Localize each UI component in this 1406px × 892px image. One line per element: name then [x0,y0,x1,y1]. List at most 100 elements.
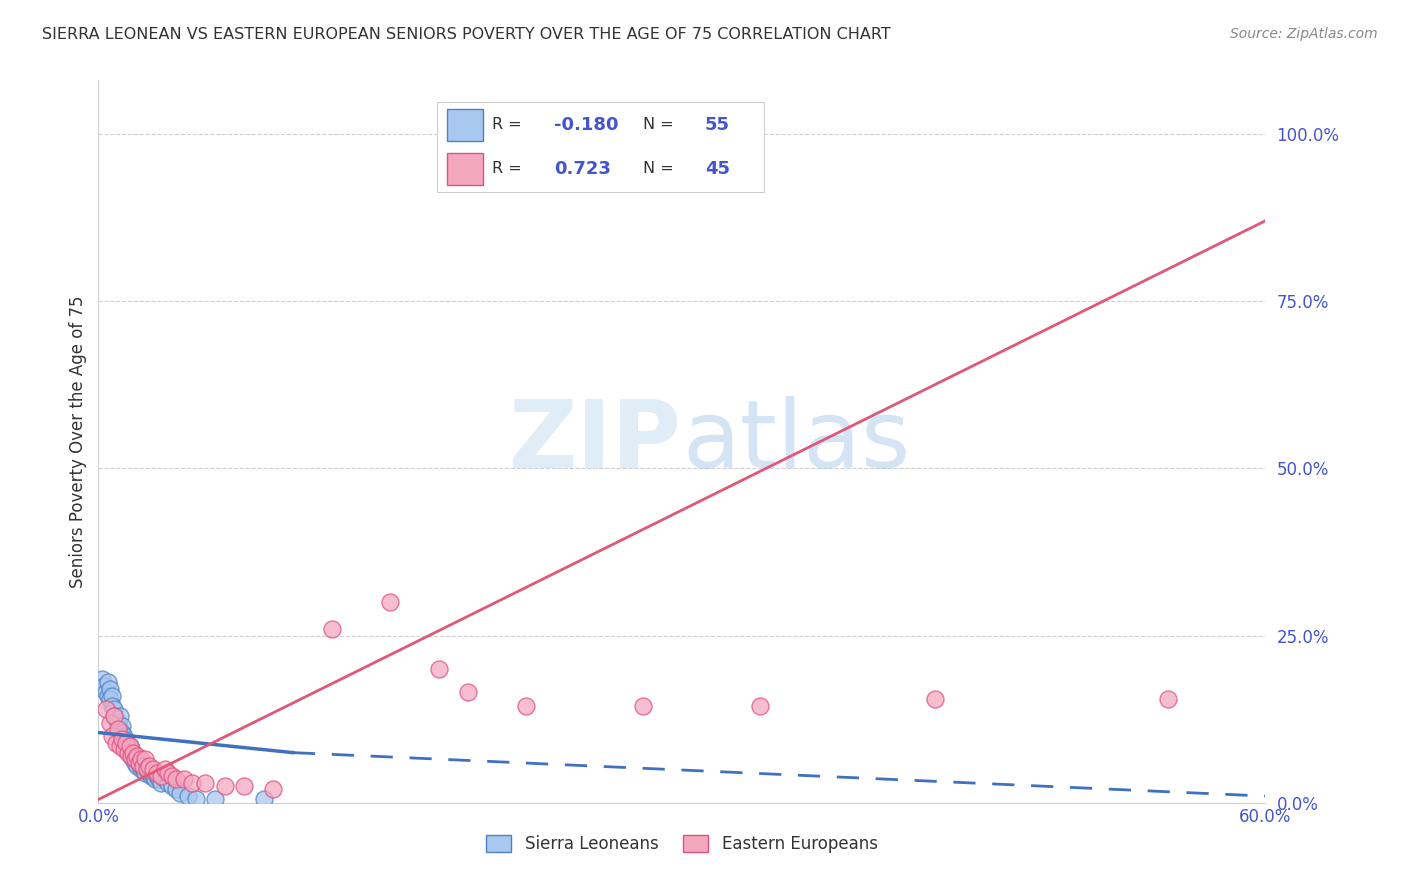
Point [114,735,136,749]
Point [111,732,134,747]
Point [129,752,152,766]
Point [128,756,150,770]
Point [149,769,172,783]
Text: SIERRA LEONEAN VS EASTERN EUROPEAN SENIORS POVERTY OVER THE AGE OF 75 CORRELATIO: SIERRA LEONEAN VS EASTERN EUROPEAN SENIO… [42,27,891,42]
Point [157,776,180,790]
Point [107,723,129,737]
Point [108,708,131,723]
Point [117,746,139,760]
Point [146,769,169,783]
Point [457,685,479,699]
Point [103,708,125,723]
Point [153,772,176,787]
Text: atlas: atlas [682,395,910,488]
Point [98,715,121,730]
Point [112,732,135,747]
Point [134,752,156,766]
Point [103,708,125,723]
Point [114,735,136,749]
Point [142,762,165,776]
Point [111,719,134,733]
Legend: Sierra Leoneans, Eastern Europeans: Sierra Leoneans, Eastern Europeans [479,828,884,860]
Point [107,715,129,730]
Point [157,765,180,780]
Point [204,792,226,806]
Point [924,692,946,706]
Text: Source: ZipAtlas.com: Source: ZipAtlas.com [1230,27,1378,41]
Point [111,725,134,739]
Point [127,749,149,764]
Point [169,786,191,800]
Point [136,762,159,776]
Point [143,772,166,787]
Point [118,739,141,753]
Point [146,765,169,780]
Point [380,595,402,609]
Point [97,689,120,703]
Point [173,772,195,787]
Point [101,689,124,703]
Point [117,739,139,753]
Point [107,719,129,733]
Point [104,735,127,749]
Point [148,772,170,787]
Point [122,752,145,766]
Point [165,782,187,797]
Point [118,739,141,753]
Point [127,752,149,766]
Point [165,772,187,787]
Point [101,698,124,713]
Point [136,762,159,776]
Point [138,759,160,773]
Point [91,672,114,686]
Point [1157,692,1180,706]
Point [631,698,654,713]
Point [121,749,143,764]
Point [122,746,145,760]
Point [162,769,184,783]
Point [114,739,136,753]
Point [194,776,217,790]
Point [98,692,121,706]
Point [96,702,118,716]
Point [184,792,207,806]
Point [124,756,146,770]
Point [748,698,770,713]
Point [96,685,118,699]
Point [427,662,450,676]
Point [122,746,145,760]
Point [124,752,146,766]
Point [139,769,162,783]
Point [214,779,236,793]
Point [101,729,124,743]
Point [138,765,160,780]
Text: ZIP: ZIP [509,395,682,488]
Point [233,779,256,793]
Point [117,742,139,756]
Point [515,698,537,713]
Point [128,756,150,770]
Point [129,759,152,773]
Point [253,792,276,806]
Point [93,679,115,693]
Point [142,769,165,783]
Point [121,742,143,756]
Point [98,681,121,696]
Point [262,782,284,797]
Point [153,762,176,776]
Point [124,749,146,764]
Point [104,712,127,726]
Point [132,762,155,776]
Point [112,742,135,756]
Point [134,765,156,780]
Point [129,762,152,776]
Point [108,739,131,753]
Point [118,746,141,760]
Point [321,622,343,636]
Y-axis label: Seniors Poverty Over the Age of 75: Seniors Poverty Over the Age of 75 [69,295,87,588]
Point [132,759,155,773]
Point [121,749,143,764]
Point [149,776,172,790]
Point [177,789,200,804]
Point [97,675,120,690]
